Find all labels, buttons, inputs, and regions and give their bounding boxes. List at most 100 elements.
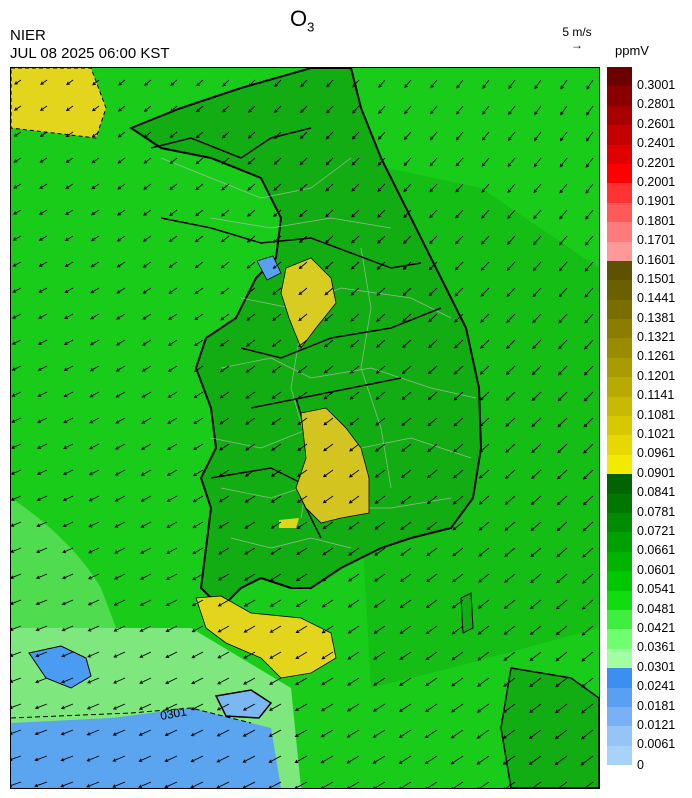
- wind-arrow-icon: [506, 287, 516, 297]
- legend-label: 0.1381: [637, 310, 676, 325]
- wind-arrow-icon: [324, 339, 334, 348]
- legend-label: 0.3001: [637, 78, 676, 92]
- high-ozone-small-patch: [279, 518, 299, 528]
- wind-arrow-icon: [426, 521, 438, 531]
- wind-arrow-icon: [504, 521, 516, 531]
- wind-arrow-icon: [270, 495, 282, 503]
- low-ozone-seoul-patch: [256, 255, 282, 281]
- wind-arrow-icon: [582, 521, 594, 532]
- wind-arrow-icon: [64, 235, 74, 242]
- wind-arrow-icon: [294, 729, 308, 737]
- wind-arrow-icon: [245, 417, 256, 425]
- legend-swatch: [607, 67, 632, 87]
- wind-arrow-icon: [530, 469, 542, 480]
- legend-label: 0.1701: [637, 233, 676, 248]
- wind-arrow-icon: [373, 599, 386, 608]
- wind-arrow-icon: [503, 599, 516, 609]
- wind-arrow-icon: [428, 339, 438, 349]
- offshore-green-west: [11, 498, 131, 668]
- wind-arrow-icon: [271, 391, 282, 399]
- wind-arrow-icon: [585, 209, 594, 220]
- wind-arrow-icon: [454, 261, 464, 271]
- wind-arrow-icon: [351, 157, 360, 166]
- legend-label: 0.0361: [637, 640, 676, 655]
- wind-arrow-icon: [584, 313, 594, 324]
- legend-label: 0.1201: [637, 368, 676, 383]
- legend-label: 0.1321: [637, 330, 676, 345]
- wind-arrow-icon: [429, 157, 438, 167]
- wind-arrow-icon: [244, 469, 256, 477]
- wind-arrow-icon: [322, 547, 334, 556]
- legend-label: 0.0601: [637, 562, 676, 577]
- wind-arrow-icon: [402, 261, 412, 271]
- wind-arrow-icon: [528, 703, 542, 714]
- wind-arrow-icon: [402, 339, 412, 349]
- wind-arrow-icon: [376, 313, 386, 322]
- wind-arrow-icon: [425, 599, 438, 609]
- legend-swatch: [607, 280, 632, 300]
- wind-arrow-icon: [217, 573, 230, 581]
- wind-arrow-icon: [298, 287, 308, 296]
- wind-arrow-icon: [373, 625, 386, 634]
- wind-arrow-icon: [39, 157, 48, 163]
- wind-arrow-icon: [191, 625, 204, 633]
- ozone-map[interactable]: 0301: [10, 67, 600, 789]
- wind-arrow-icon: [168, 261, 178, 268]
- wind-arrow-icon: [477, 625, 490, 635]
- wind-arrow-icon: [399, 625, 412, 634]
- wind-arrow-icon: [372, 703, 386, 712]
- wind-arrow-icon: [270, 469, 282, 477]
- wind-arrow-icon: [64, 313, 74, 319]
- wind-arrow-icon: [532, 235, 542, 246]
- wind-arrow-icon: [222, 79, 230, 87]
- wind-arrow-icon: [350, 313, 360, 322]
- wind-arrow-icon: [585, 157, 594, 168]
- wind-arrow-icon: [451, 781, 464, 788]
- legend-label: 0.0481: [637, 601, 676, 616]
- wind-arrow-icon: [555, 781, 568, 788]
- wind-arrow-icon: [139, 651, 152, 658]
- wind-arrow-icon: [242, 781, 256, 788]
- wind-arrow-icon: [350, 287, 360, 296]
- legend-entry: 0.2401: [607, 125, 692, 150]
- wind-arrow-icon: [166, 495, 178, 502]
- wind-arrow-icon: [477, 651, 490, 661]
- wind-arrow-icon: [88, 469, 100, 476]
- wind-arrow-icon: [273, 131, 282, 139]
- wind-arrow-icon: [169, 131, 178, 139]
- wind-arrow-icon: [115, 443, 126, 450]
- wind-arrow-icon: [165, 625, 178, 632]
- wind-arrow-icon: [269, 651, 282, 659]
- wind-arrow-icon: [372, 729, 386, 738]
- wind-arrow-icon: [426, 573, 438, 583]
- wind-arrow-icon: [139, 573, 152, 580]
- wind-arrow-icon: [86, 781, 100, 788]
- legend-swatch: [607, 144, 632, 164]
- wind-arrow-icon: [61, 573, 74, 580]
- wind-arrow-icon: [268, 755, 282, 763]
- wind-arrow-icon: [219, 391, 230, 399]
- wind-arrow-icon: [221, 209, 230, 217]
- wind-arrow-icon: [11, 469, 22, 475]
- wind-arrow-icon: [480, 313, 490, 323]
- wind-arrow-icon: [246, 235, 256, 243]
- wind-arrow-icon: [166, 547, 178, 554]
- wind-arrow-icon: [377, 157, 386, 166]
- wind-arrow-icon: [455, 209, 464, 219]
- wind-arrow-icon: [195, 183, 204, 191]
- legend-swatch: [607, 86, 632, 106]
- wind-arrow-icon: [140, 521, 152, 528]
- wind-arrow-icon: [12, 261, 22, 267]
- wind-arrow-icon: [62, 469, 74, 476]
- wind-arrow-icon: [217, 599, 230, 607]
- legend-entry: 0.0721: [607, 512, 692, 538]
- legend-swatch: [607, 396, 632, 417]
- wind-arrow-icon: [502, 703, 516, 713]
- wind-arrow-icon: [195, 131, 204, 139]
- wind-arrow-icon: [60, 781, 74, 788]
- legend-entry: 0.1701: [607, 222, 692, 247]
- wind-arrow-icon: [533, 131, 542, 142]
- wind-arrow-icon: [346, 755, 360, 764]
- wind-arrow-icon: [347, 677, 360, 686]
- unit-label: ppmV: [615, 43, 649, 58]
